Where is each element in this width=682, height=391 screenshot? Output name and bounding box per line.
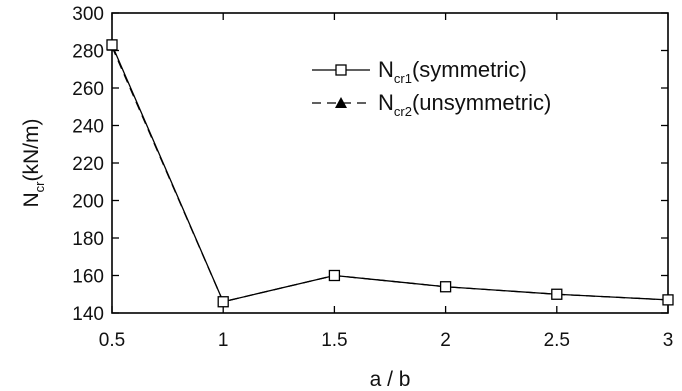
- y-tick-label: 280: [72, 42, 104, 63]
- legend-marker-series-2: [335, 97, 347, 108]
- y-axis-title-main: N: [20, 192, 43, 207]
- y-tick-label: 240: [72, 117, 104, 138]
- y-tick-label: 300: [72, 4, 104, 25]
- x-axis-title: a / b: [370, 368, 411, 391]
- legend: Ncr1(symmetric) Ncr2(unsymmetric): [312, 57, 551, 119]
- series-1-point: [217, 296, 229, 308]
- legend-item-series-2: Ncr2(unsymmetric): [312, 90, 551, 119]
- series-1-point: [328, 269, 341, 282]
- series-2-line: [111, 46, 669, 303]
- axis-ticks: [111, 12, 669, 314]
- y-axis-title-rest: (kN/m): [20, 119, 43, 182]
- x-tick-label: 2.5: [544, 330, 570, 351]
- y-tick-label: 140: [72, 304, 104, 325]
- legend-label-series-1-main: N: [378, 57, 394, 82]
- series-lines: [111, 44, 669, 303]
- y-tick-label: 220: [72, 154, 104, 175]
- y-tick-label: 180: [72, 229, 104, 250]
- series-1-point: [106, 39, 118, 51]
- x-tick-label: 1: [218, 330, 229, 351]
- x-tick-label: 0.5: [99, 330, 125, 351]
- x-tick-label: 1.5: [321, 330, 347, 351]
- legend-label-series-1: Ncr1(symmetric): [378, 57, 527, 86]
- legend-label-series-2-sub: cr2: [394, 104, 412, 119]
- series-1-point: [662, 294, 674, 306]
- legend-label-series-2-rest: (unsymmetric): [412, 90, 551, 115]
- legend-label-series-1-sub: cr1: [394, 71, 412, 86]
- series-1-point: [439, 281, 452, 293]
- y-tick-labels: 140 160 180 200 220 240 260 280 300: [72, 4, 104, 325]
- series-1-line: [111, 44, 669, 303]
- legend-marker-series-1: [335, 64, 347, 76]
- series-1-point: [551, 288, 563, 300]
- series-markers: [106, 39, 674, 308]
- x-tick-label: 3: [663, 330, 674, 351]
- legend-label-series-1-rest: (symmetric): [412, 57, 527, 82]
- x-tick-labels: 0.5 1 1.5 2 2.5 3: [99, 330, 674, 351]
- legend-label-series-2: Ncr2(unsymmetric): [378, 90, 551, 119]
- y-tick-label: 160: [72, 267, 104, 288]
- legend-item-series-1: Ncr1(symmetric): [312, 57, 527, 86]
- y-tick-label: 200: [72, 192, 104, 213]
- legend-label-series-2-main: N: [378, 90, 394, 115]
- y-tick-label: 260: [72, 79, 104, 100]
- x-tick-label: 2: [440, 330, 451, 351]
- y-axis-title: Ncr(kN/m): [20, 119, 47, 208]
- y-axis-title-sub: cr: [32, 181, 47, 193]
